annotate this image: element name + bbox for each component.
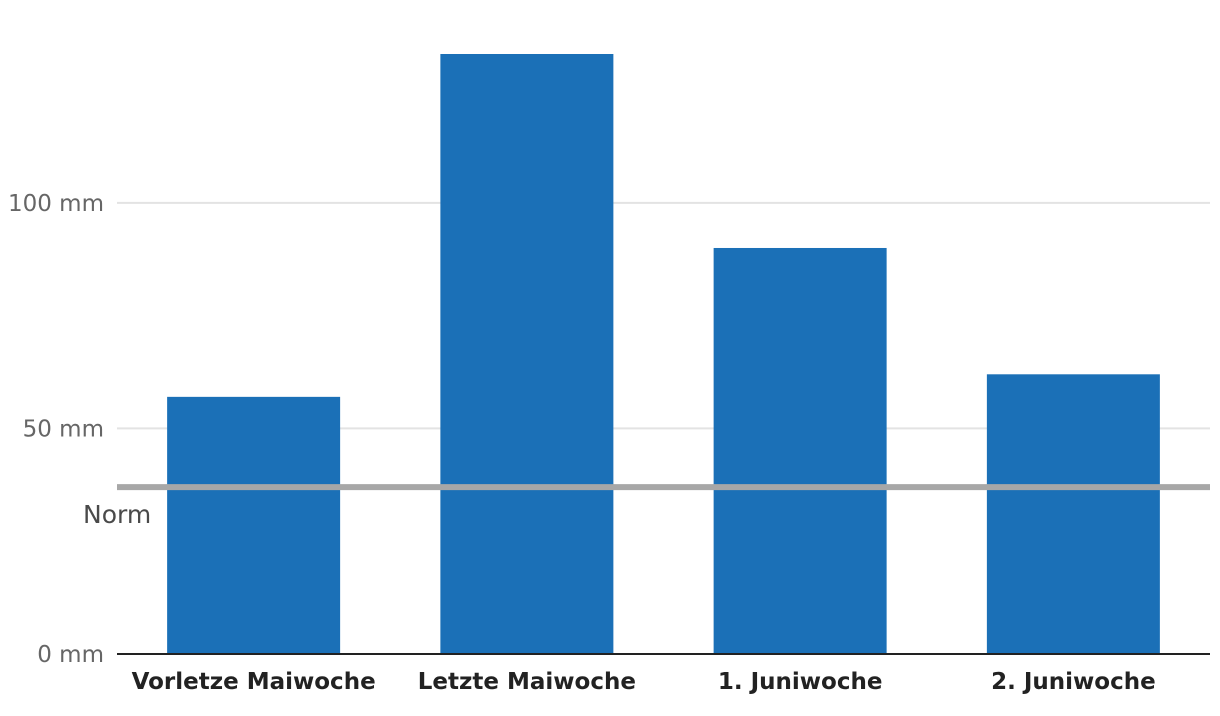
norm-reference: Norm [83, 484, 1210, 529]
bar-2 [440, 54, 614, 654]
bars [167, 54, 1160, 654]
bar-3 [713, 247, 887, 654]
bar-4 [986, 374, 1160, 654]
x-tick-label-1: Vorletze Maiwoche [132, 669, 376, 695]
y-tick-label-0: 0 mm [37, 642, 104, 668]
bar-1 [167, 396, 341, 654]
norm-label: Norm [83, 500, 151, 529]
y-axis-ticks: 0 mm 50 mm 100 mm [8, 191, 104, 668]
y-tick-label-50: 50 mm [23, 416, 104, 442]
x-tick-label-4: 2. Juniwoche [991, 669, 1156, 695]
x-axis-labels: Vorletze Maiwoche Letzte Maiwoche 1. Juniw… [132, 669, 1156, 695]
y-tick-label-100: 100 mm [8, 191, 104, 217]
x-tick-label-3: 1. Juniwoche [718, 669, 883, 695]
x-tick-label-2: Letzte Maiwoche [418, 669, 636, 695]
